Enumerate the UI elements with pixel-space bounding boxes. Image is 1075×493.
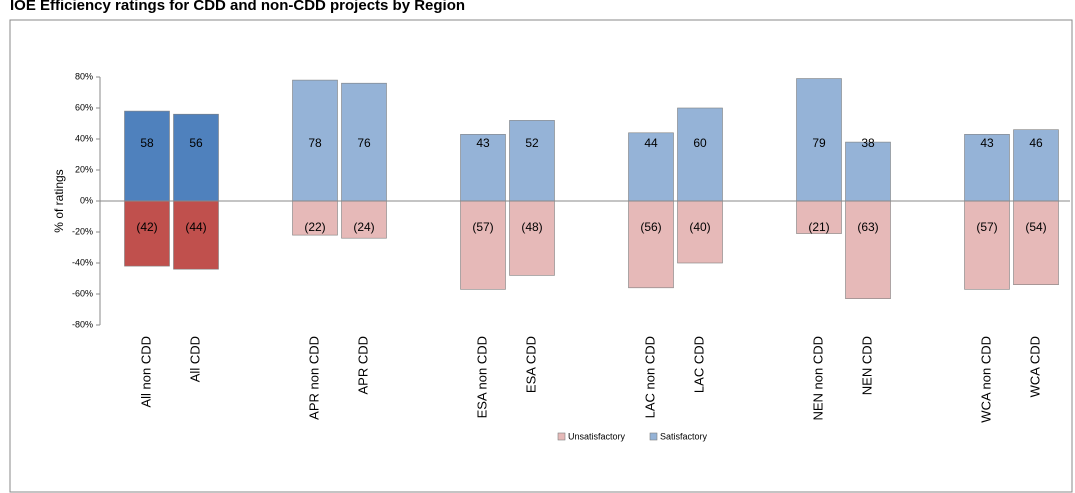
bar [628,132,674,202]
x-tick-label: All CDD [187,336,202,382]
bar [964,134,1010,202]
y-tick-label: 20% [75,164,93,174]
data-label: (44) [185,220,206,234]
legend-swatch [557,432,566,441]
bar [964,200,1010,290]
bar [845,141,891,202]
data-label: (54) [1025,220,1046,234]
bar [341,200,387,239]
bar [796,200,842,234]
bar [509,200,555,276]
bar [628,200,674,289]
y-tick-label: -40% [72,257,93,267]
bar [124,200,170,267]
bar [292,200,338,236]
data-label: (24) [353,220,374,234]
y-tick-label: 80% [75,71,93,81]
data-label: 58 [140,136,154,150]
y-tick-label: 60% [75,102,93,112]
bar [341,82,387,202]
data-label: (57) [472,220,493,234]
x-tick-label: All non CDD [138,336,153,408]
data-label: 60 [693,136,707,150]
x-tick-label: APR non CDD [306,336,321,420]
bar [796,78,842,202]
bar [460,134,506,202]
bar [677,107,723,202]
bar [509,120,555,202]
data-label: 46 [1029,136,1043,150]
data-label: (40) [689,220,710,234]
bar [677,200,723,264]
data-label: 44 [644,136,658,150]
data-label: (48) [521,220,542,234]
x-tick-label: ESA CDD [523,336,538,393]
data-label: 52 [525,136,539,150]
x-tick-label: NEN CDD [859,336,874,395]
x-tick-label: WCA non CDD [978,336,993,423]
x-tick-label: LAC non CDD [642,336,657,418]
x-tick-label: APR CDD [355,336,370,395]
data-label: 79 [812,136,826,150]
bar [173,200,219,270]
y-tick-label: -60% [72,288,93,298]
y-tick-label: 0% [80,195,93,205]
bar [1013,200,1059,285]
data-label: (63) [857,220,878,234]
bar [173,113,219,202]
bar [845,200,891,299]
data-label: (22) [304,220,325,234]
legend-label: Unsatisfactory [568,431,626,441]
bar [1013,129,1059,202]
x-tick-label: NEN non CDD [810,336,825,421]
data-label: 38 [861,136,875,150]
x-tick-label: LAC CDD [691,336,706,393]
data-label: (57) [976,220,997,234]
data-label: (42) [136,220,157,234]
data-label: (21) [808,220,829,234]
data-label: 43 [980,136,994,150]
data-label: 76 [357,136,371,150]
y-tick-label: -20% [72,226,93,236]
x-tick-label: WCA CDD [1027,336,1042,397]
bar [292,79,338,202]
data-label: 43 [476,136,490,150]
data-label: 78 [308,136,322,150]
x-tick-label: ESA non CDD [474,336,489,418]
chart-title: IOE Efficiency ratings for CDD and non-C… [10,0,465,14]
y-tick-label: -80% [72,319,93,329]
bar [124,110,170,202]
data-label: (56) [640,220,661,234]
y-axis-label: % of ratings [52,169,66,232]
data-label: 56 [189,136,203,150]
bar [460,200,506,290]
legend-label: Satisfactory [660,431,708,441]
legend-swatch [649,432,658,441]
y-tick-label: 40% [75,133,93,143]
